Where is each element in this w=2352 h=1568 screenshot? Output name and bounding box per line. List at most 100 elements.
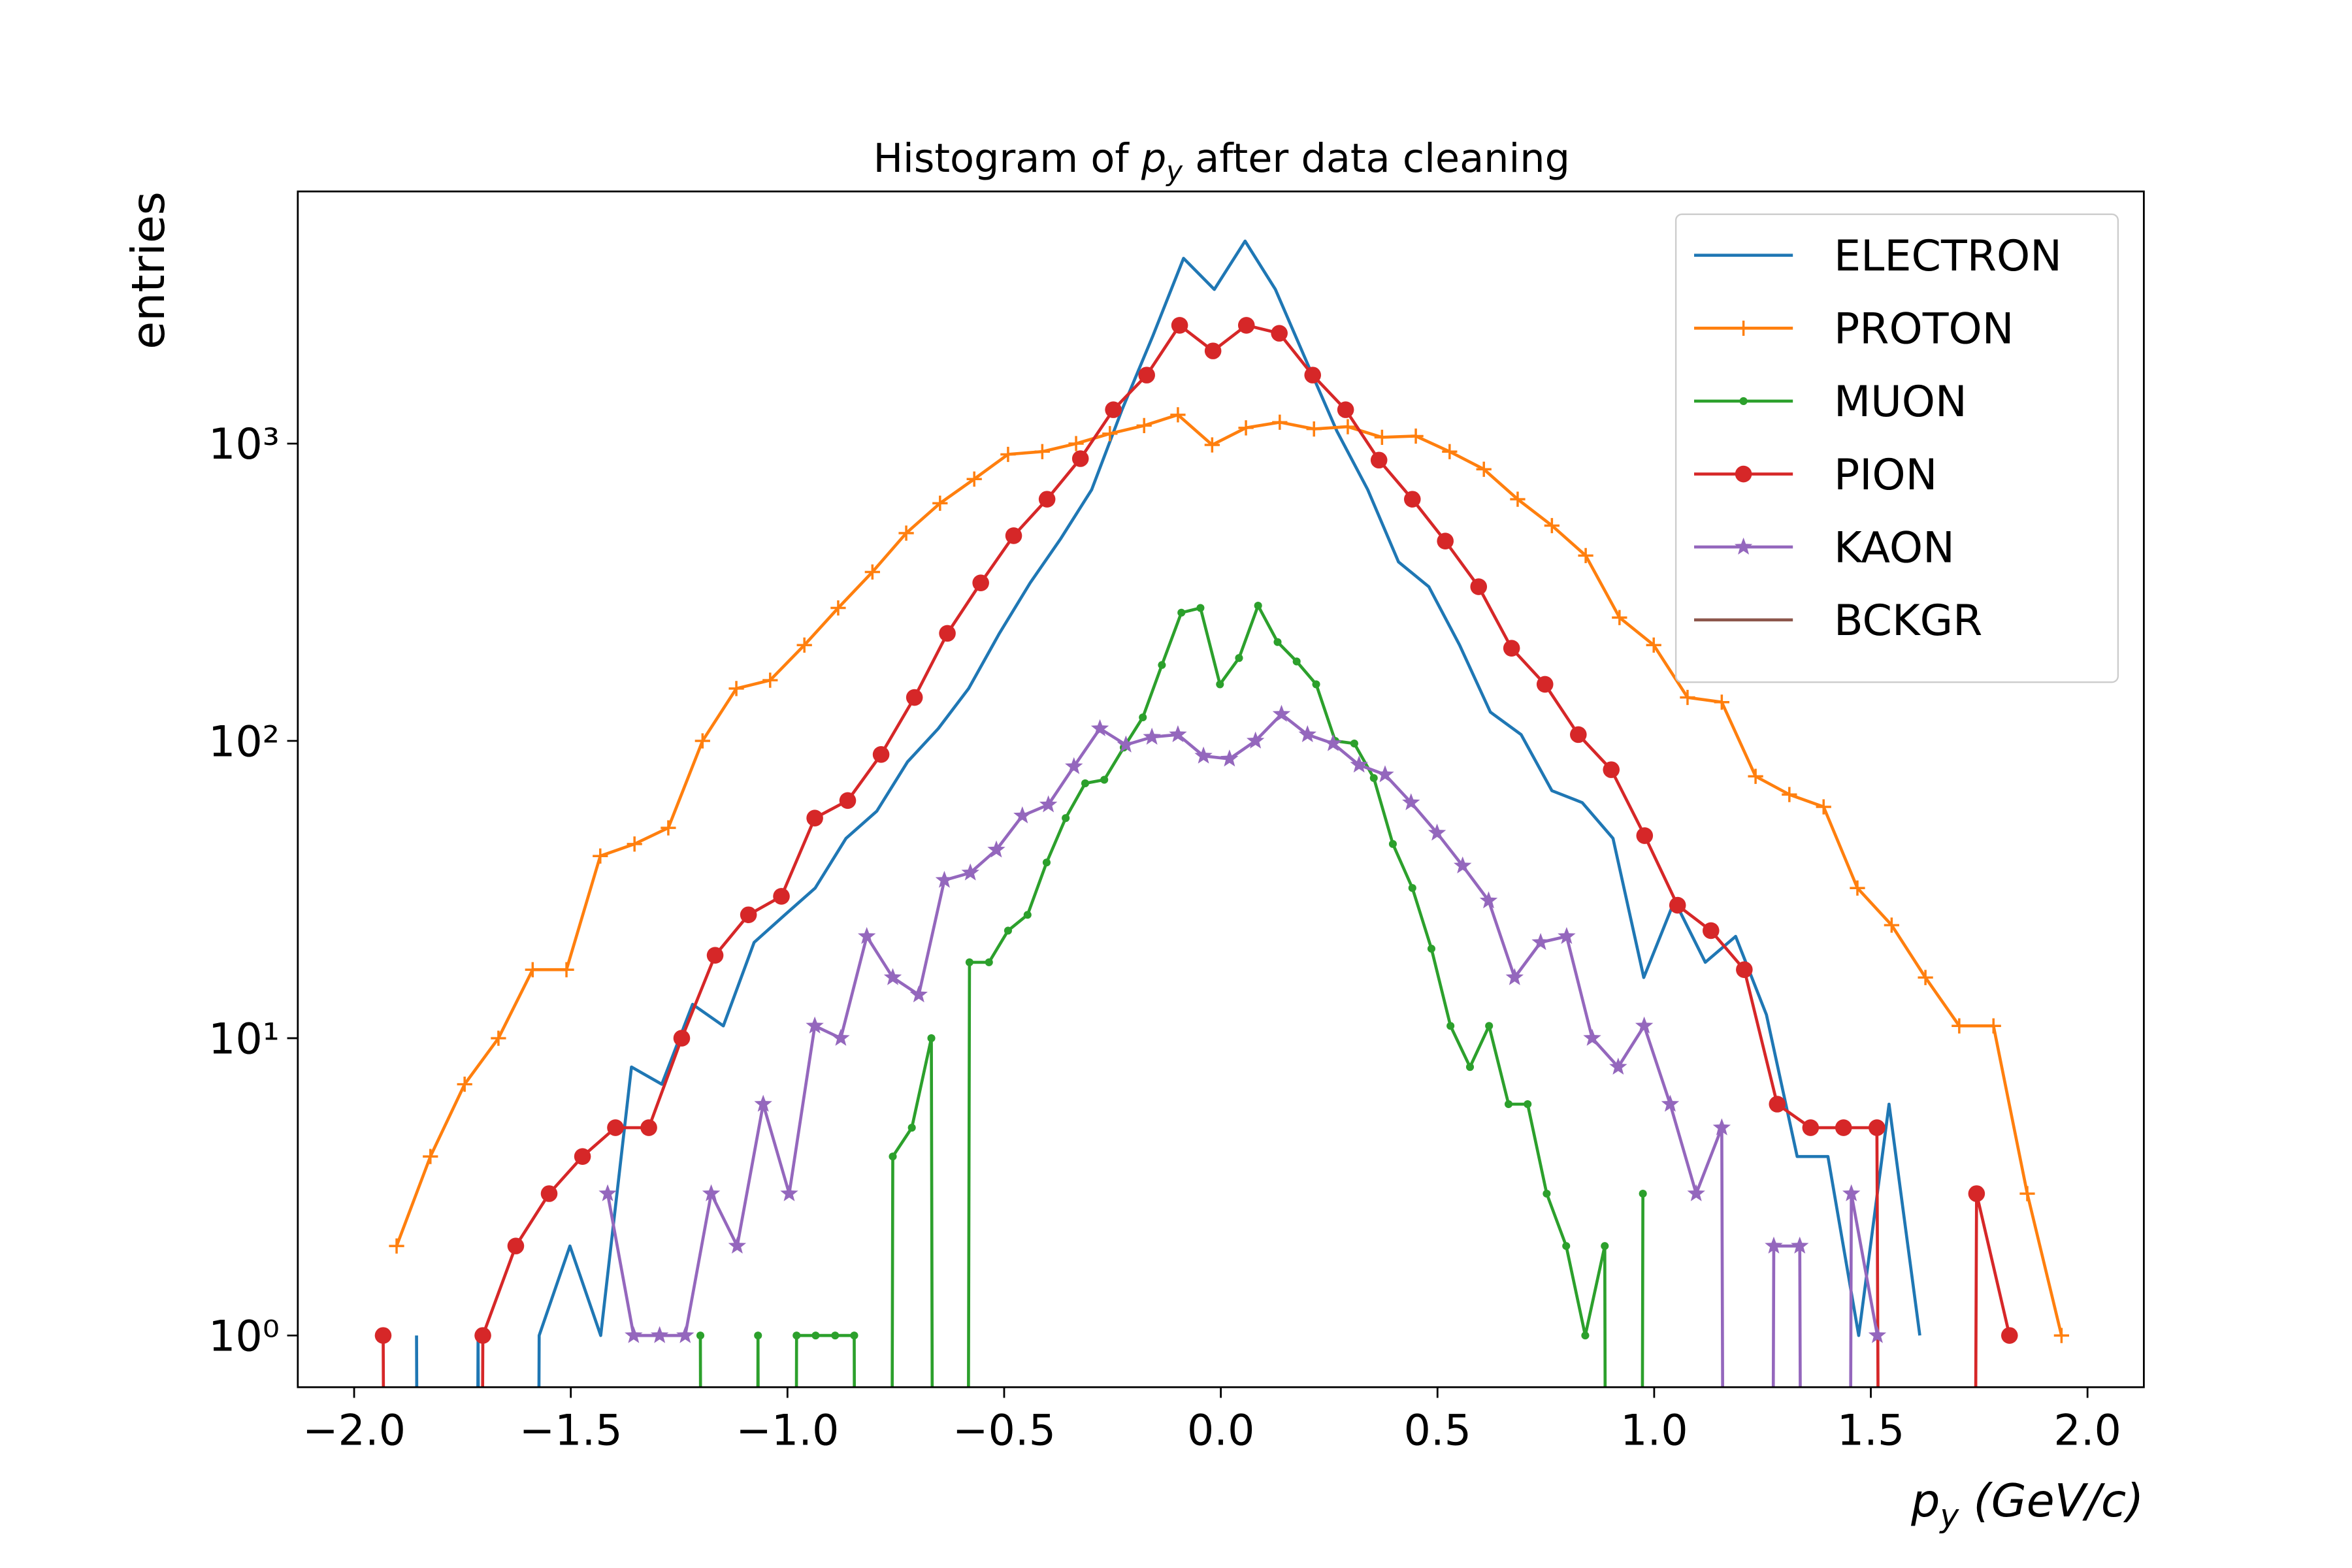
marker: [858, 926, 876, 944]
marker: [625, 1326, 643, 1343]
marker: [773, 888, 790, 905]
marker: [1013, 806, 1032, 824]
marker: [1802, 1119, 1820, 1136]
marker: [1646, 637, 1661, 653]
marker: [850, 1331, 858, 1340]
marker: [932, 495, 948, 511]
marker: [1428, 823, 1446, 841]
marker: [806, 1016, 824, 1034]
marker: [1374, 429, 1390, 445]
marker: [898, 525, 914, 541]
marker: [1350, 755, 1368, 773]
marker: [1246, 731, 1265, 749]
marker: [2053, 1328, 2069, 1343]
marker: [1504, 1100, 1513, 1109]
marker: [1736, 961, 1753, 978]
marker: [696, 1331, 705, 1340]
marker: [673, 1030, 691, 1047]
marker: [1661, 1094, 1680, 1112]
marker: [1068, 436, 1084, 451]
marker: [1090, 719, 1109, 736]
marker: [1769, 1096, 1786, 1113]
marker: [640, 1119, 657, 1136]
marker: [1204, 342, 1222, 359]
marker: [965, 958, 973, 966]
marker: [1081, 779, 1090, 787]
marker: [1042, 858, 1051, 867]
marker: [491, 1030, 506, 1046]
marker: [1169, 725, 1187, 743]
chart-title: Histogram of py after data cleaning: [874, 136, 1570, 188]
marker: [1350, 739, 1358, 748]
marker: [1985, 1018, 2001, 1034]
marker: [1220, 749, 1239, 767]
marker: [754, 1331, 762, 1340]
marker: [1470, 578, 1488, 595]
marker: [1543, 1189, 1551, 1198]
marker: [1531, 933, 1550, 951]
marker: [1272, 414, 1288, 430]
marker: [1408, 428, 1424, 444]
marker: [1583, 1028, 1601, 1046]
marker: [1850, 880, 1865, 896]
marker: [1868, 1326, 1887, 1343]
marker: [1601, 1242, 1609, 1250]
marker: [1476, 461, 1492, 477]
marker: [702, 1184, 721, 1201]
marker: [1639, 1189, 1647, 1198]
marker: [1388, 840, 1397, 848]
x-tick-label: 2.0: [2053, 1407, 2121, 1456]
marker: [1782, 787, 1797, 802]
marker: [1636, 827, 1654, 844]
marker: [1503, 640, 1520, 657]
marker: [1505, 968, 1524, 985]
marker: [2019, 1186, 2035, 1201]
marker: [1735, 320, 1752, 336]
marker: [1254, 602, 1262, 610]
marker: [1918, 970, 1933, 985]
marker: [872, 746, 890, 763]
x-tick-label: 0.5: [1403, 1407, 1471, 1456]
marker: [1102, 426, 1118, 442]
x-tick-label: 0.0: [1187, 1407, 1255, 1456]
marker: [1177, 608, 1186, 617]
marker: [1680, 689, 1695, 706]
legend-label: PION: [1834, 451, 1937, 500]
y-tick-label: 10²: [208, 717, 280, 766]
marker: [796, 637, 812, 653]
marker: [1581, 1331, 1590, 1340]
marker: [1408, 884, 1416, 892]
marker: [1479, 891, 1498, 909]
marker: [883, 968, 902, 985]
marker: [1065, 757, 1083, 774]
x-axis-label: py (GeV/c): [1910, 1475, 2144, 1535]
marker: [1136, 417, 1152, 433]
marker: [1337, 401, 1354, 418]
y-tick-label: 10¹: [208, 1015, 280, 1064]
marker: [559, 962, 574, 977]
marker: [909, 985, 928, 1003]
marker: [1312, 680, 1320, 689]
marker: [754, 1094, 772, 1112]
legend-box: [1674, 213, 2119, 683]
marker: [1835, 1119, 1852, 1136]
marker: [661, 820, 676, 836]
marker: [1272, 704, 1291, 722]
marker: [972, 574, 989, 591]
marker: [831, 1331, 840, 1340]
marker: [1034, 444, 1050, 459]
marker: [728, 1236, 747, 1254]
marker: [1340, 419, 1356, 434]
plot-area: [374, 239, 2069, 1388]
marker: [374, 1327, 392, 1344]
marker: [1562, 1242, 1571, 1250]
marker: [907, 1124, 916, 1132]
marker: [1687, 1184, 1705, 1201]
marker: [525, 962, 540, 977]
plot-frame: [297, 190, 2145, 1388]
marker: [1139, 713, 1147, 722]
marker: [728, 681, 744, 696]
marker: [607, 1119, 624, 1136]
